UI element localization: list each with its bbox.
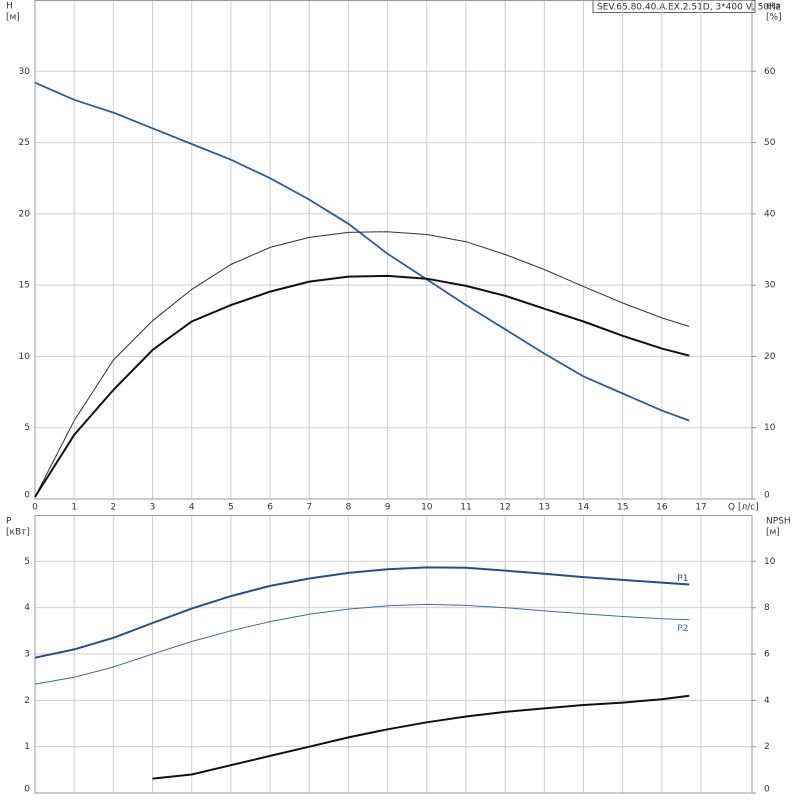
curve	[34, 81, 690, 422]
y-axis-label: P	[6, 517, 12, 527]
x-tick-label: 7	[306, 503, 312, 513]
curve	[34, 603, 690, 685]
x-tick-label: 16	[656, 503, 668, 513]
chart-title: SEV.65.80.40.A.EX.2.51D, 3*400 V, 50Hz	[597, 3, 781, 13]
y2-axis-unit: [%]	[766, 13, 782, 23]
y2-axis-label: eta	[766, 2, 781, 12]
curve	[34, 274, 690, 498]
x-tick-label: 17	[695, 503, 706, 513]
y-tick-label: 3	[24, 650, 30, 660]
x-tick-label: 15	[617, 503, 628, 513]
x-tick-label: 11	[460, 503, 471, 513]
y-tick-label: 1	[24, 742, 30, 752]
plot-frame	[34, 515, 753, 794]
y2-tick-label: 2	[764, 742, 770, 752]
x-tick-label: 6	[267, 503, 273, 513]
y2-axis-label: NPSH	[766, 517, 791, 527]
x-tick-label: 1	[71, 503, 77, 513]
curve	[152, 694, 690, 780]
y2-tick-label: 20	[764, 352, 776, 362]
x-tick-label: 2	[110, 503, 116, 513]
y2-axis-unit: [м]	[766, 528, 780, 538]
y-tick-label: 25	[19, 138, 30, 148]
x-axis-label: Q [л/с]	[728, 503, 759, 513]
x-tick-label: 4	[189, 503, 195, 513]
x-tick-label: 14	[578, 503, 590, 513]
y2-tick-label: 0	[764, 785, 770, 795]
y-axis-unit: [кВт]	[6, 528, 30, 538]
y2-tick-label: 40	[764, 209, 776, 219]
y2-tick-label: 6	[764, 650, 770, 660]
x-tick-label: 13	[539, 503, 550, 513]
y-tick-label: 30	[19, 67, 31, 77]
plot-frame	[34, 0, 753, 500]
y2-tick-label: 10	[764, 423, 776, 433]
y2-tick-label: 0	[764, 491, 770, 501]
y-tick-label: 10	[19, 352, 31, 362]
y-tick-label: 15	[19, 281, 30, 291]
x-tick-label: 8	[346, 503, 352, 513]
y-tick-label: 4	[24, 603, 30, 613]
x-tick-label: 3	[150, 503, 156, 513]
x-tick-label: 12	[499, 503, 510, 513]
y-tick-label: 20	[19, 209, 31, 219]
y-tick-label: 5	[24, 557, 30, 567]
y2-tick-label: 50	[764, 138, 776, 148]
curve-label: P1	[677, 574, 688, 584]
x-tick-label: 5	[228, 503, 234, 513]
y-tick-label: 0	[24, 491, 30, 501]
y2-tick-label: 60	[764, 67, 776, 77]
y2-tick-label: 10	[764, 557, 776, 567]
y-tick-label: 0	[24, 785, 30, 795]
y-tick-label: 5	[24, 423, 30, 433]
x-tick-label: 9	[385, 503, 391, 513]
y-axis-label: H	[6, 2, 13, 12]
curve	[34, 231, 690, 498]
curve-label: P2	[677, 624, 688, 634]
x-tick-label: 0	[32, 503, 38, 513]
y2-tick-label: 30	[764, 281, 776, 291]
x-tick-label: 10	[421, 503, 433, 513]
y-axis-unit: [м]	[6, 13, 20, 23]
y-tick-label: 2	[24, 696, 30, 706]
y2-tick-label: 4	[764, 696, 770, 706]
curve	[34, 566, 690, 659]
y2-tick-label: 8	[764, 603, 770, 613]
